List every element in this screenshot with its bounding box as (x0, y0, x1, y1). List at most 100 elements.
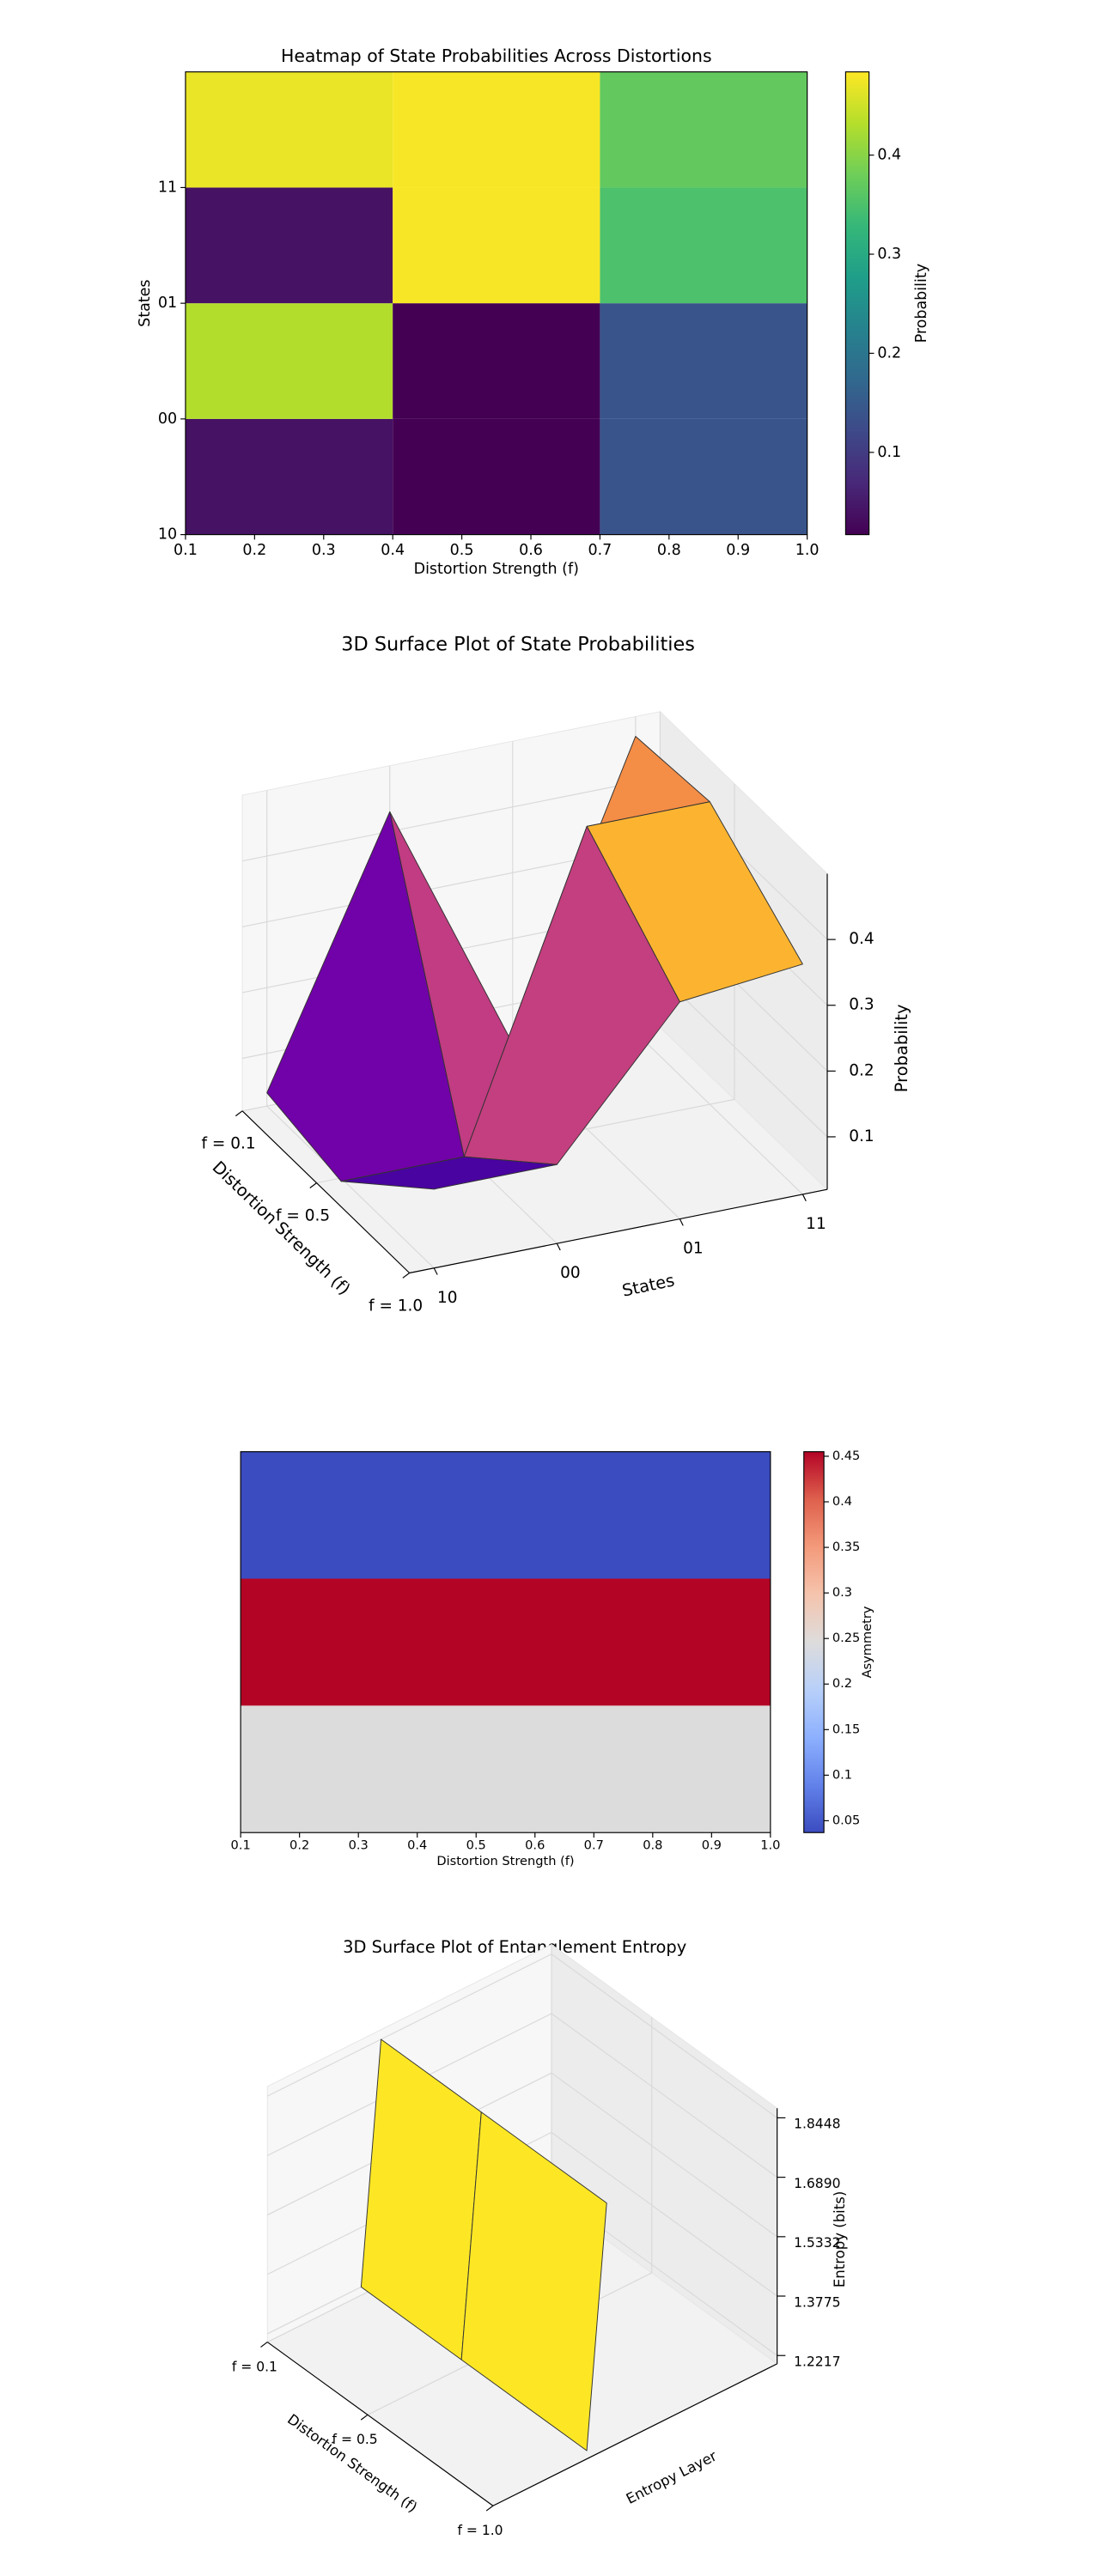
grid-line (551, 2013, 777, 2178)
x-tick-label: f = 0.5 (276, 1207, 330, 1225)
colorbar (844, 71, 870, 536)
z-tick-label: 0.4 (849, 930, 874, 948)
x-tick-label: 0.8 (657, 542, 681, 559)
chart-title: 3D Surface Plot of Entanglement Entropy (343, 1937, 686, 1957)
heatmap-cell (185, 187, 393, 304)
chart-title: 3D Surface Plot of State Probabilities (341, 633, 695, 655)
x-tick-label: 0.2 (242, 542, 266, 559)
x-tick-label: 0.5 (466, 1838, 486, 1853)
x-tick-label: 0.3 (312, 542, 336, 559)
colorbar-tick-label: 0.3 (877, 246, 901, 263)
colorbar-tick-label: 0.1 (832, 1767, 852, 1782)
y-tick-label: 11 (158, 179, 177, 196)
y-tick-label: 00 (560, 1264, 581, 1282)
z-tick-label: 1.5332 (794, 2235, 840, 2251)
x-tick-label: f = 1.0 (457, 2523, 503, 2538)
y-tick-label: 11 (806, 1215, 826, 1233)
y-tick-label: 01 (683, 1240, 704, 1258)
x-tick-label: 0.1 (231, 1838, 251, 1853)
colorbar-tick-label: 0.4 (877, 147, 901, 164)
x-tick-label: 0.7 (584, 1838, 604, 1853)
colorbar-tick-label: 0.35 (832, 1540, 860, 1554)
heatmap-cell (241, 1451, 771, 1579)
z-tick-label: 0.3 (849, 996, 874, 1014)
y-tick-label: 01 (158, 295, 177, 312)
grid-line (635, 1031, 803, 1195)
y-tick-label: 10 (437, 1289, 458, 1307)
plot-frame (240, 1451, 771, 1833)
heatmap-cell (241, 1705, 771, 1833)
y-tick (801, 1194, 807, 1201)
y-axis-label: States (620, 1270, 676, 1300)
heatmap-cell (393, 71, 600, 188)
x-tick-label: 0.9 (702, 1838, 722, 1853)
x-tick-label: 0.7 (588, 542, 612, 559)
heatmap-cell (185, 303, 393, 419)
x-tick-label: 0.4 (381, 542, 405, 559)
grid-line (660, 974, 828, 1138)
x-tick-label: f = 1.0 (369, 1297, 423, 1315)
z-tick-label: 1.3775 (794, 2294, 840, 2310)
x-axis-line (266, 2342, 494, 2506)
z-axis-label: Entropy (bits) (832, 2191, 848, 2287)
x-tick-label: 0.5 (450, 542, 474, 559)
x-tick-label: 1.0 (760, 1838, 780, 1853)
x-tick-label: 0.6 (525, 1838, 545, 1853)
y-axis-label: States (137, 279, 154, 326)
x-tick (402, 1273, 410, 1279)
heatmap-cell (185, 418, 393, 535)
colorbar (803, 1451, 825, 1833)
x-tick (260, 2342, 268, 2348)
heatmap-cell (600, 187, 807, 304)
z-axis-label: Probability (892, 1004, 911, 1092)
x-tick-label: 0.9 (726, 542, 750, 559)
colorbar-label: Probability (913, 264, 930, 343)
x-tick (360, 2414, 369, 2421)
x-axis-label: Distortion Strength (f) (414, 561, 579, 578)
z-tick-label: 1.2217 (794, 2354, 840, 2370)
x-tick-label: 0.1 (174, 542, 198, 559)
colorbar-tick-label: 0.25 (832, 1631, 860, 1645)
heatmap-cell (393, 418, 600, 535)
x-tick (485, 2505, 494, 2512)
z-tick-label: 0.2 (849, 1061, 874, 1079)
x-tick-label: f = 0.1 (232, 2359, 277, 2374)
chart-title: Heatmap of State Probabilities Across Di… (281, 46, 712, 66)
heatmap-cell (393, 187, 600, 304)
x-axis-label: Distortion Strength (f) (436, 1854, 574, 1868)
heatmap-cell (185, 71, 393, 188)
grid-line (241, 776, 661, 862)
x-tick-label: 0.2 (289, 1838, 309, 1853)
colorbar-tick-label: 0.2 (877, 344, 901, 361)
y-axis-line (492, 2363, 777, 2506)
surface-face (460, 2111, 607, 2451)
y-tick-label: 00 (158, 410, 177, 428)
colorbar-tick-label: 0.3 (832, 1585, 852, 1600)
x-tick-label: 1.0 (795, 542, 820, 559)
x-tick (235, 1110, 243, 1117)
x-tick-label: f = 0.5 (332, 2432, 378, 2447)
x-tick-label: 0.6 (519, 542, 543, 559)
x-tick-label: f = 0.1 (202, 1135, 256, 1153)
y-tick (679, 1218, 684, 1226)
grid-line (551, 2072, 777, 2238)
surface-face (340, 1156, 558, 1190)
heatmap-cell (600, 418, 807, 535)
colorbar-tick-label: 0.1 (877, 444, 901, 461)
grid-line (267, 1953, 552, 2097)
colorbar-tick-label: 0.2 (832, 1676, 852, 1691)
heatmap-cell (600, 303, 807, 419)
x-tick-label: 0.4 (407, 1838, 427, 1853)
x-axis-line (241, 1110, 411, 1273)
colorbar-label: Asymmetry (860, 1606, 874, 1678)
grid-line (266, 1105, 435, 1269)
y-axis-label: Entropy Layer (624, 2447, 720, 2506)
grid-line (551, 2131, 777, 2297)
y-tick-label: 10 (158, 526, 177, 544)
colorbar-tick-label: 0.4 (832, 1494, 852, 1509)
y-axis-line (409, 1188, 828, 1274)
heatmap-cell (241, 1578, 771, 1706)
grid-line (551, 1953, 777, 2118)
